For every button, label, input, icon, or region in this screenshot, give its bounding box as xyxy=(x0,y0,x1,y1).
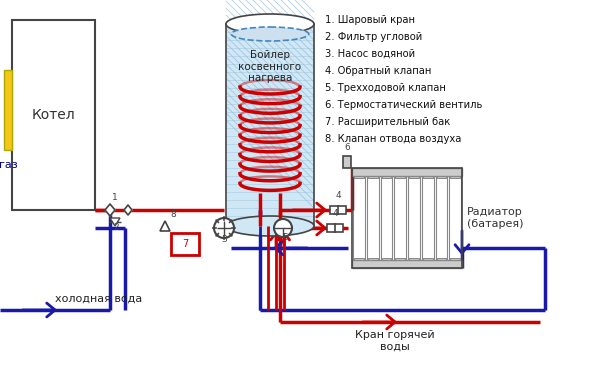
Text: 8. Клапан отвода воздуха: 8. Клапан отвода воздуха xyxy=(325,134,461,144)
Text: Котел: Котел xyxy=(32,108,76,122)
Bar xyxy=(450,168,460,178)
Bar xyxy=(354,168,364,178)
Text: газ: газ xyxy=(0,160,17,170)
Bar xyxy=(330,206,346,214)
Polygon shape xyxy=(160,221,170,231)
Polygon shape xyxy=(124,205,132,215)
Bar xyxy=(380,176,392,260)
Text: 8: 8 xyxy=(170,210,176,219)
Text: холодная вода: холодная вода xyxy=(55,294,142,304)
Ellipse shape xyxy=(226,216,314,236)
Bar xyxy=(327,224,343,232)
Circle shape xyxy=(274,219,292,237)
Text: 4. Обратный клапан: 4. Обратный клапан xyxy=(325,66,431,76)
Bar xyxy=(368,258,377,268)
Bar xyxy=(423,258,433,268)
Bar xyxy=(409,168,419,178)
Text: 6. Термостатический вентиль: 6. Термостатический вентиль xyxy=(325,100,482,110)
Bar xyxy=(368,168,377,178)
Bar xyxy=(450,258,460,268)
Bar xyxy=(423,168,433,178)
Bar xyxy=(382,168,391,178)
Bar xyxy=(171,233,199,255)
Text: 5: 5 xyxy=(282,233,288,242)
Bar xyxy=(437,168,446,178)
Bar xyxy=(226,24,314,226)
Polygon shape xyxy=(110,218,120,226)
Text: Бойлер
косвенного
нагрева: Бойлер косвенного нагрева xyxy=(238,50,302,83)
Text: 4: 4 xyxy=(335,191,341,200)
Polygon shape xyxy=(105,204,115,216)
Bar xyxy=(354,258,364,268)
Text: 7. Расширительный бак: 7. Расширительный бак xyxy=(325,117,450,127)
Text: 3. Насос водяной: 3. Насос водяной xyxy=(325,49,415,59)
Bar xyxy=(4,70,12,150)
Text: 4: 4 xyxy=(332,209,338,218)
Bar xyxy=(409,258,419,268)
Bar xyxy=(394,176,406,260)
Text: 1. Шаровый кран: 1. Шаровый кран xyxy=(325,15,415,25)
Text: 7: 7 xyxy=(182,239,188,249)
Bar xyxy=(437,258,446,268)
Ellipse shape xyxy=(226,14,314,34)
Bar xyxy=(352,168,462,268)
Ellipse shape xyxy=(231,27,309,41)
Bar xyxy=(408,176,420,260)
Bar xyxy=(422,176,433,260)
Bar xyxy=(352,168,462,176)
Bar xyxy=(226,24,314,226)
Text: 2: 2 xyxy=(113,223,119,232)
Text: 6: 6 xyxy=(344,143,350,152)
Text: 5. Трехходовой клапан: 5. Трехходовой клапан xyxy=(325,83,446,93)
Bar xyxy=(395,258,405,268)
Bar xyxy=(367,176,379,260)
Bar xyxy=(353,176,365,260)
Circle shape xyxy=(214,218,234,238)
Text: Радиатор
(батарея): Радиатор (батарея) xyxy=(467,207,523,229)
Bar xyxy=(12,20,95,210)
Text: 1: 1 xyxy=(112,193,118,202)
Text: 3: 3 xyxy=(221,235,227,244)
Bar xyxy=(352,260,462,268)
Bar xyxy=(436,176,447,260)
Text: 2. Фильтр угловой: 2. Фильтр угловой xyxy=(325,32,422,42)
Bar xyxy=(382,258,391,268)
Bar xyxy=(343,156,351,168)
Text: Кран горячей
воды: Кран горячей воды xyxy=(355,330,435,352)
Bar xyxy=(395,168,405,178)
Bar xyxy=(449,176,461,260)
